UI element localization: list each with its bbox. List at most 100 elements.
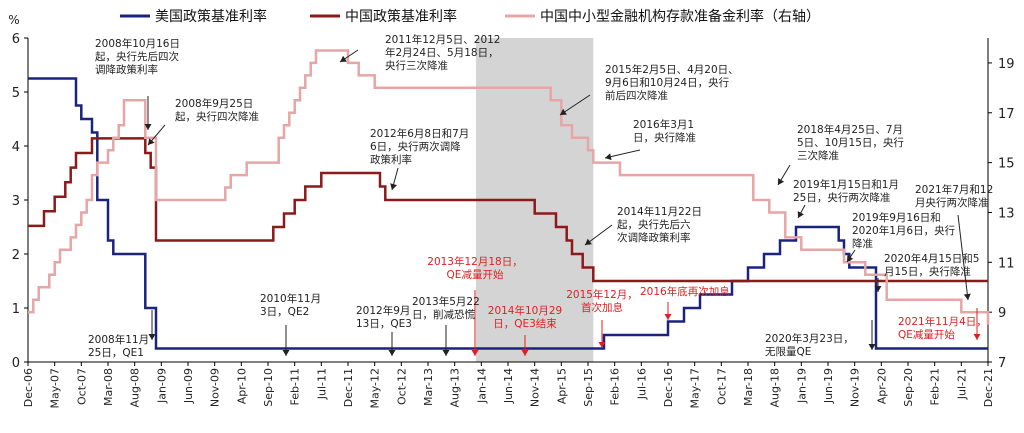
right-tick-label: 13 xyxy=(998,206,1015,221)
annotation-text: 6日，央行两次调降 xyxy=(370,140,461,153)
x-tick-label: Feb-16 xyxy=(609,368,622,405)
annotation-text: 无限量QE xyxy=(765,346,811,358)
annotation-text: 2014年10月29 xyxy=(488,304,562,317)
annotation-text: 2020年3月23日， xyxy=(765,332,854,345)
annotation-text: 2016年3月1 xyxy=(633,118,694,131)
left-tick-label: 3 xyxy=(12,194,20,209)
x-tick-label: Dec-16 xyxy=(662,368,675,407)
annotation-text: 2018年4月25日、7月 xyxy=(797,123,903,136)
x-tick-label: Jan-19 xyxy=(795,368,808,404)
x-tick-label: May-07 xyxy=(49,368,62,409)
right-tick-label: 17 xyxy=(998,107,1015,122)
annotation-text: 2008年9月25日 xyxy=(175,97,253,110)
annotation-text: 2020年1月6日，央行 xyxy=(852,224,956,237)
series-lines xyxy=(28,49,990,350)
annotation-arrow-head xyxy=(664,314,672,320)
annotation-15: 2015年12月，首次加息 xyxy=(566,288,638,348)
annotation-text: 前后四次降准 xyxy=(605,89,668,102)
x-tick-label: Nov-09 xyxy=(209,368,222,407)
x-tick-label: Dec-11 xyxy=(342,368,355,407)
x-tick-label: Jan-09 xyxy=(155,368,168,404)
annotation-text: 政策利率 xyxy=(370,153,412,166)
annotation-text: 2014年11月22日 xyxy=(617,205,702,218)
legend: 美国政策基准利率 中国政策基准利率 中国中小型金融机构存款准备金利率（右轴） xyxy=(120,8,820,25)
x-tick-label: May-12 xyxy=(369,368,382,409)
annotation-text: 2010年11月 xyxy=(260,292,321,305)
annotation-text: 2011年12月5日、2012 xyxy=(385,33,501,46)
annotation-arrow-head xyxy=(778,178,785,185)
series-line-rrr xyxy=(28,49,990,325)
annotation-arrow-head xyxy=(148,138,155,145)
left-tick-label: 4 xyxy=(12,140,20,155)
x-tick-label: Sep-20 xyxy=(902,368,915,407)
annotation-arrow-head xyxy=(868,344,876,350)
annotation-text: 起，央行四次降准 xyxy=(175,110,259,123)
annotation-text: 月15日，央行降准 xyxy=(884,265,971,278)
annotation-text: 2019年1月15日和1月 xyxy=(793,178,899,191)
annotation-text: 25日，QE1 xyxy=(88,347,144,359)
annotation-arrow-head xyxy=(560,108,567,115)
annotation-text: 2015年12月， xyxy=(566,288,638,301)
annotation-arrow-head xyxy=(442,350,450,356)
left-tick-label: 0 xyxy=(12,356,20,371)
left-axis-unit: % xyxy=(8,13,19,27)
annotation-text: 2012年6月8日和7月 xyxy=(370,127,469,140)
annotation-arrow-head xyxy=(144,124,152,130)
annotation-text: QE减量开始 xyxy=(447,268,504,281)
annotation-text: 2020年4月15日和5 xyxy=(884,252,979,265)
x-tick-label: Oct-12 xyxy=(395,368,408,405)
x-tick-label: May-17 xyxy=(689,368,702,409)
annotation-text: 起，央行先后六 xyxy=(617,218,691,231)
annotation-text: 日，QE3结束 xyxy=(493,317,557,330)
left-tick-label: 5 xyxy=(12,86,20,101)
annotation-text: 2012年9月 xyxy=(356,304,410,317)
annotation-13: 2013年12月18日，QE减量开始 xyxy=(427,255,523,356)
annotation-text: 年2月24日、5月18日， xyxy=(385,46,499,59)
annotation-text: 次调降政策利率 xyxy=(617,231,691,244)
annotation-arrow-line xyxy=(957,214,969,301)
x-tick-label: Mar-08 xyxy=(102,368,115,406)
x-tick-label: Sep-10 xyxy=(262,368,275,407)
x-tick-label: Mar-13 xyxy=(422,368,435,406)
annotation-arrow-head xyxy=(390,183,397,190)
x-tick-label: Jul-21 xyxy=(955,368,968,400)
x-tick-label: Mar-18 xyxy=(742,368,755,406)
series-line-china xyxy=(28,137,988,283)
x-tick-label: Apr-20 xyxy=(875,368,888,404)
x-tick-label: Aug-08 xyxy=(129,368,142,407)
x-tick-label: Aug-18 xyxy=(769,368,782,407)
left-tick-label: 6 xyxy=(12,32,20,47)
x-tick-label: Oct-17 xyxy=(715,368,728,405)
right-tick-label: 19 xyxy=(998,57,1015,72)
series-line-us xyxy=(28,77,988,350)
x-tick-label: Feb-21 xyxy=(929,368,942,405)
annotation-text: 2016年底再次加息 xyxy=(640,285,730,298)
x-tick-label: Dec-21 xyxy=(982,368,995,407)
annotation-arrow-head xyxy=(282,350,290,356)
legend-label-china: 中国政策基准利率 xyxy=(345,8,457,25)
right-tick-label: 15 xyxy=(998,157,1015,172)
annotation-text: 起，央行先后四次 xyxy=(95,50,179,63)
annotation-text: 三次降准 xyxy=(797,149,839,162)
annotation-text: 央行三次降准 xyxy=(385,59,448,72)
annotation-arrow-head xyxy=(973,334,981,340)
annotation-arrow-head xyxy=(471,350,479,356)
annotation-text: 降准 xyxy=(852,237,873,250)
annotation-text: 2013年12月18日， xyxy=(427,255,522,268)
x-tick-label: Apr-10 xyxy=(235,368,248,404)
annotation-text: 调降政策利率 xyxy=(95,63,158,76)
